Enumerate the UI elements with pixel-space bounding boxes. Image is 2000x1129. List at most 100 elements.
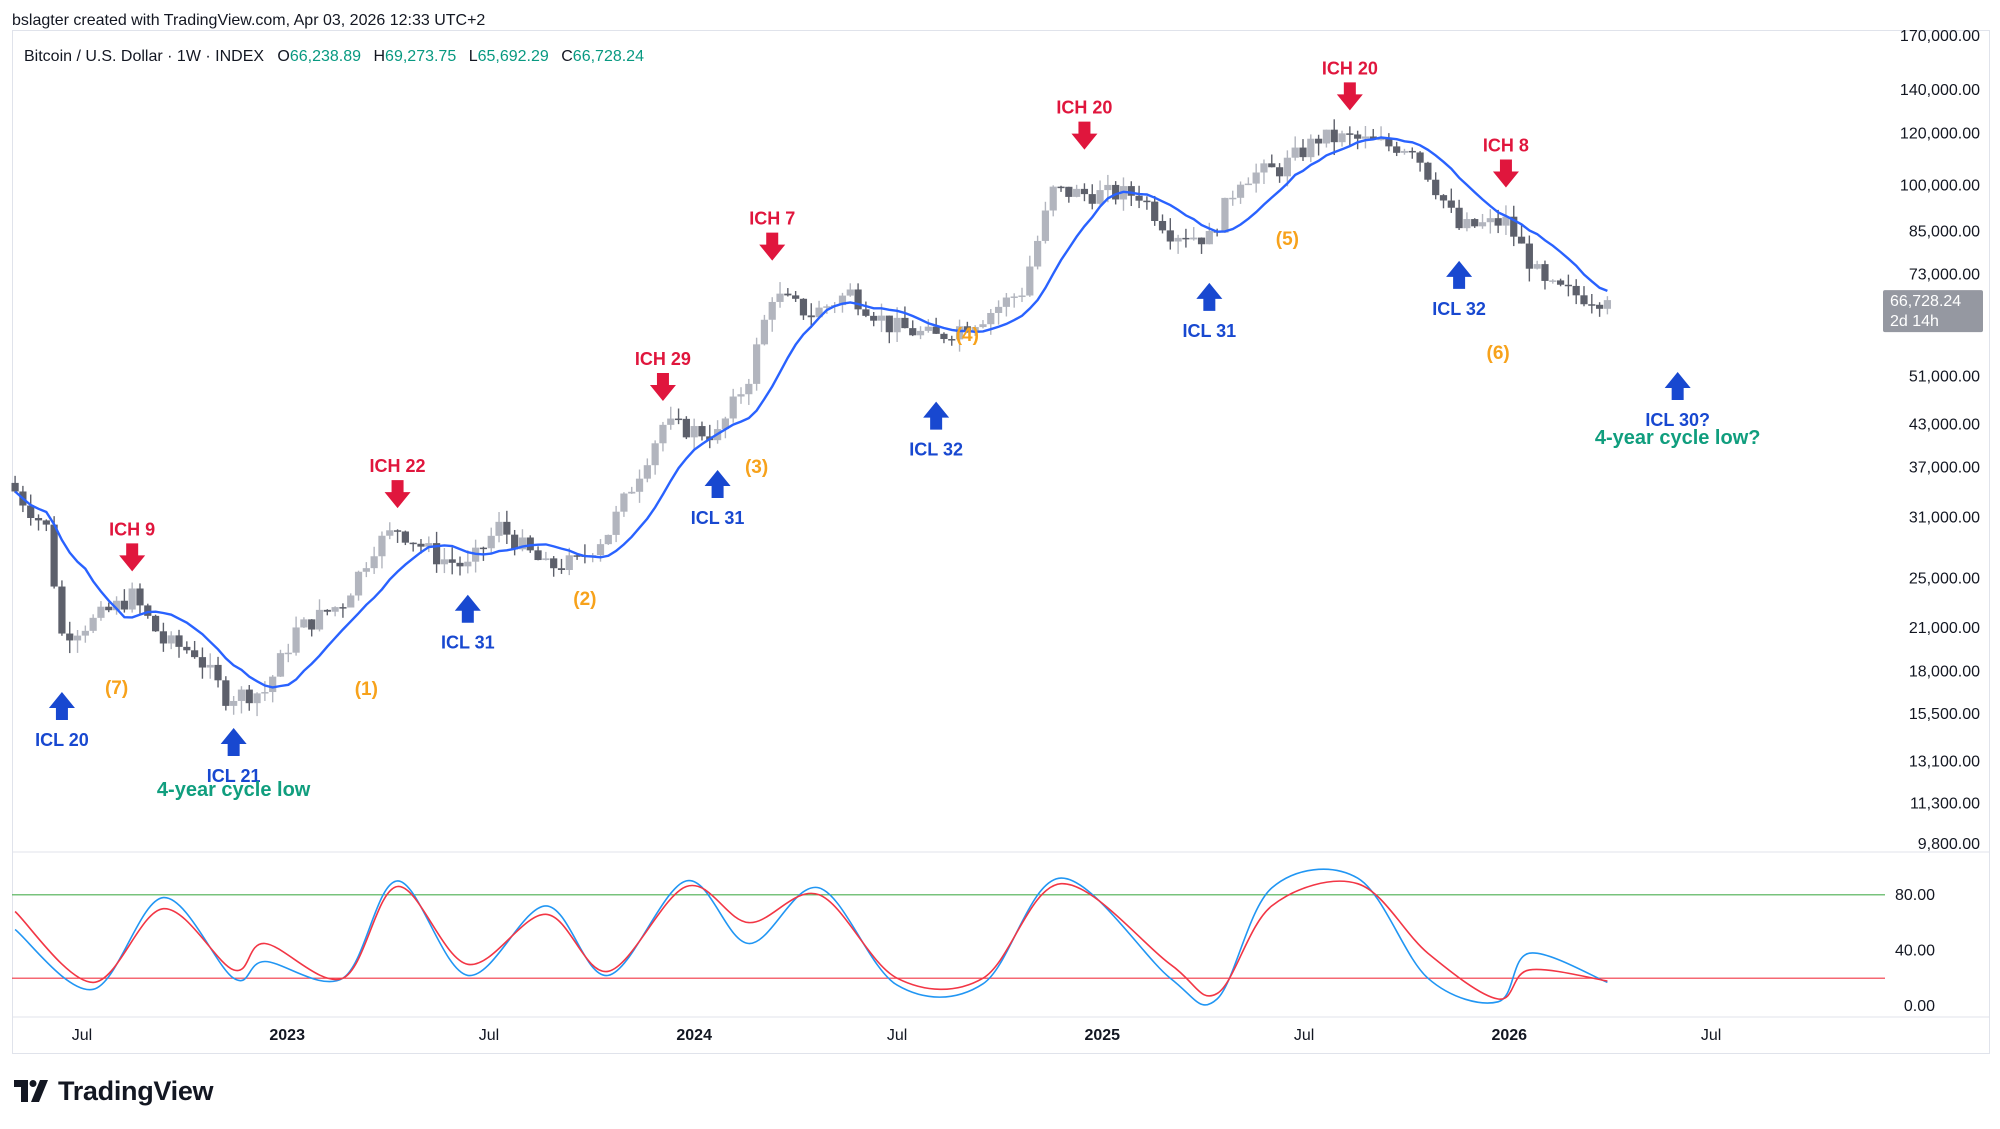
candle-body bbox=[1057, 186, 1065, 189]
axes: 170,000.00 140,000.00 120,000.00 100,000.00… bbox=[72, 28, 1983, 1044]
time-axis-label: Jul bbox=[1701, 1027, 1721, 1044]
candle-body bbox=[417, 543, 425, 547]
candle-body bbox=[1002, 297, 1010, 307]
price-tick-label: 9,800.00 bbox=[1918, 836, 1980, 853]
candle-body bbox=[1135, 195, 1143, 201]
candle bbox=[308, 619, 316, 637]
candle bbox=[378, 531, 386, 569]
candle-body bbox=[994, 306, 1003, 313]
candle-body bbox=[230, 700, 238, 706]
candle-body bbox=[1478, 222, 1487, 227]
candle bbox=[1533, 260, 1541, 270]
candle bbox=[393, 529, 402, 543]
candle bbox=[222, 676, 230, 711]
candle-body bbox=[1346, 133, 1354, 135]
candle-body bbox=[1174, 237, 1182, 242]
candle-body bbox=[1596, 304, 1604, 309]
candle-body bbox=[198, 657, 207, 668]
cycle-low-label: ICL 20 bbox=[35, 730, 89, 750]
cycle-low-label: ICL 32 bbox=[1432, 299, 1486, 319]
candle-body bbox=[1182, 237, 1190, 240]
cycle-low-arrow-icon bbox=[48, 691, 75, 720]
price-tick-label: 170,000.00 bbox=[1900, 28, 1980, 45]
candle-body bbox=[1455, 207, 1463, 229]
candle bbox=[1252, 163, 1260, 193]
candle-body bbox=[1471, 219, 1479, 227]
candle-body bbox=[1299, 147, 1307, 158]
candle bbox=[667, 406, 675, 430]
tradingview-wordmark: TradingView bbox=[58, 1075, 214, 1106]
candle-body bbox=[1096, 190, 1104, 204]
candle bbox=[1455, 199, 1463, 231]
candle bbox=[721, 416, 729, 439]
candle bbox=[1603, 296, 1612, 315]
candle-body bbox=[1377, 138, 1385, 141]
candle bbox=[815, 300, 823, 318]
cycle-low-arrow-icon bbox=[704, 470, 731, 499]
candle-body bbox=[511, 534, 519, 550]
candle-body bbox=[635, 478, 644, 492]
candle-body bbox=[1315, 138, 1323, 144]
candle-body bbox=[1564, 284, 1572, 287]
candle bbox=[698, 421, 706, 441]
candle bbox=[1135, 185, 1143, 209]
symbol-name[interactable]: Bitcoin / U.S. Dollar · 1W · INDEX bbox=[24, 48, 265, 65]
candle-body bbox=[386, 530, 394, 536]
time-axis-label: Jul bbox=[887, 1027, 907, 1044]
cycle-low-label: ICL 21 bbox=[207, 766, 261, 786]
time-axis-label: Jul bbox=[72, 1027, 92, 1044]
price-tick-label: 100,000.00 bbox=[1900, 177, 1980, 194]
candle-body bbox=[339, 607, 347, 609]
cycle-high-arrow-icon bbox=[649, 372, 676, 401]
candle bbox=[1182, 228, 1190, 248]
candle-body bbox=[1143, 200, 1151, 203]
cycle-count-label: (1) bbox=[355, 679, 378, 700]
candle bbox=[659, 421, 667, 452]
candle bbox=[870, 311, 878, 327]
candle-body bbox=[479, 547, 488, 550]
candle-body bbox=[105, 606, 113, 611]
candle-body bbox=[1393, 146, 1401, 153]
candle bbox=[1080, 183, 1089, 202]
candle bbox=[1049, 185, 1057, 217]
candle-body bbox=[323, 609, 331, 612]
candle-body bbox=[760, 319, 769, 345]
candle-body bbox=[1268, 163, 1276, 168]
tradingview-logo[interactable]: TradingView bbox=[14, 1075, 214, 1106]
candle bbox=[323, 609, 331, 616]
candle-body bbox=[526, 537, 534, 551]
candle bbox=[440, 548, 448, 574]
candle bbox=[11, 475, 19, 493]
candle-body bbox=[1080, 188, 1089, 195]
candle bbox=[432, 531, 441, 573]
high-label: H bbox=[373, 48, 386, 65]
price-pane[interactable] bbox=[11, 119, 1612, 717]
candle bbox=[1260, 159, 1268, 184]
candle bbox=[690, 418, 698, 450]
candle bbox=[1283, 150, 1291, 187]
stochastic-pane[interactable] bbox=[12, 868, 1885, 1006]
time-axis-label: 2023 bbox=[269, 1027, 305, 1044]
candle-body bbox=[1205, 231, 1213, 245]
candle bbox=[565, 547, 573, 576]
candle bbox=[854, 283, 862, 316]
candle-body bbox=[932, 326, 940, 334]
candle bbox=[948, 335, 956, 346]
candle-body bbox=[292, 627, 300, 653]
candle-body bbox=[81, 630, 89, 636]
chart-credit: bslagter created with TradingView.com, A… bbox=[12, 12, 486, 29]
chart-frame[interactable] bbox=[12, 30, 1990, 1054]
four-year-cycle-low-note: 4-year cycle low bbox=[157, 779, 311, 801]
stoch-k-line bbox=[14, 868, 1608, 1006]
candle-body bbox=[136, 588, 144, 606]
candle-body bbox=[1018, 295, 1026, 298]
candle bbox=[550, 556, 558, 577]
symbol-legend[interactable]: Bitcoin / U.S. Dollar · 1W · INDEX O66,2… bbox=[24, 48, 652, 66]
candle bbox=[1486, 209, 1494, 234]
candle-body bbox=[1151, 201, 1159, 221]
candle-body bbox=[1486, 218, 1494, 223]
cycle-low-label: ICL 31 bbox=[1182, 321, 1236, 341]
price-tick-label: 51,000.00 bbox=[1909, 368, 1980, 385]
candle bbox=[534, 546, 542, 561]
